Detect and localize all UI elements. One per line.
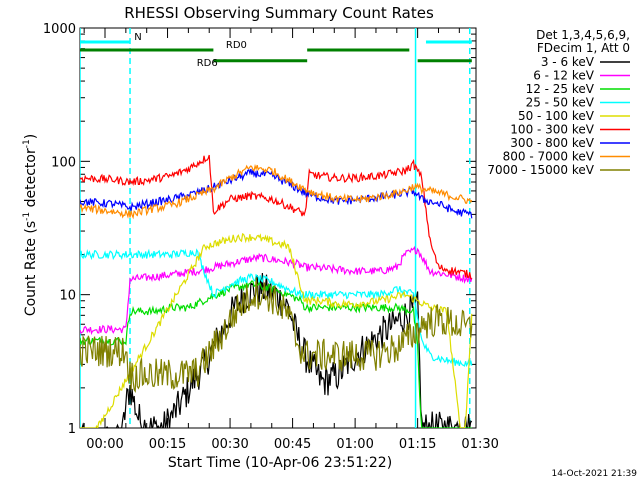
x-tick-label: 00:45 — [274, 437, 311, 452]
legend-label: 300 - 800 keV — [510, 136, 594, 150]
x-tick-label: 00:15 — [149, 437, 186, 452]
legend-label: 800 - 7000 keV — [503, 150, 595, 164]
legend-label: 3 - 6 keV — [541, 55, 595, 69]
x-tick-label: 01:00 — [336, 437, 373, 452]
y-tick-label: 100 — [51, 155, 76, 170]
legend-header-line1: Det 1,3,4,5,6,9, — [536, 28, 630, 42]
y-axis-label-sup1: -1 — [22, 212, 32, 221]
y-axis-label-end: ) — [23, 134, 39, 139]
series-line — [80, 277, 473, 393]
x-axis-label: Start Time (10-Apr-06 23:51:22) — [168, 455, 392, 471]
chart-title: RHESSI Observing Summary Count Rates — [124, 4, 434, 22]
legend-header-line2: FDecim 1, Att 0 — [537, 41, 630, 55]
x-tick-label: 00:30 — [211, 437, 248, 452]
legend-label: 7000 - 15000 keV — [487, 163, 594, 177]
generation-timestamp: 14-Oct-2021 21:39 — [552, 469, 638, 479]
y-tick-label: 1 — [68, 422, 76, 437]
legend-label: 50 - 100 keV — [518, 109, 595, 123]
y-axis-label-main: Count Rate (s — [23, 221, 39, 316]
x-tick-label: 01:30 — [461, 437, 498, 452]
x-tick-label: 01:15 — [399, 437, 436, 452]
data-layer — [80, 28, 473, 428]
series-line — [80, 154, 473, 280]
series-line — [80, 168, 473, 219]
series-line — [80, 163, 473, 220]
legend-label: 25 - 50 keV — [526, 96, 595, 110]
legend-label: 12 - 25 keV — [526, 82, 595, 96]
series-line — [80, 272, 473, 428]
legend-label: 6 - 12 keV — [533, 69, 595, 83]
status-segment-label: RD0 — [226, 40, 247, 51]
y-axis-label: Count Rate (s-1 detector-1) — [22, 134, 39, 316]
y-axis-label-sup2: -1 — [22, 139, 32, 148]
y-tick-label: 1000 — [43, 22, 76, 37]
series-line — [80, 245, 473, 336]
y-axis-label-mid: detector — [23, 148, 39, 212]
legend-label: 100 - 300 keV — [510, 123, 594, 137]
x-tick-label: 00:00 — [86, 437, 123, 452]
y-tick-label: 10 — [59, 289, 76, 304]
series-line — [80, 280, 472, 428]
series-line — [80, 248, 473, 368]
series-line — [80, 232, 473, 428]
status-segment-label: RD6 — [197, 58, 218, 69]
status-segment-label: N — [134, 32, 141, 43]
